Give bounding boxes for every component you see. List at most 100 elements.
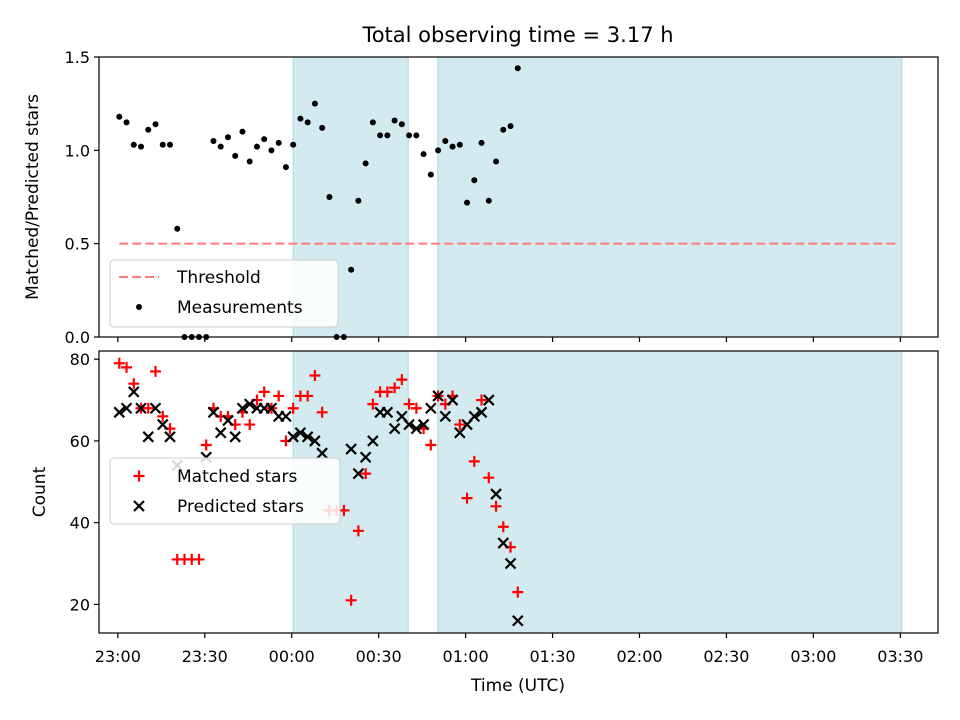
measurement-point — [152, 121, 159, 128]
measurement-point — [478, 139, 485, 146]
matched-star-point — [157, 410, 169, 422]
matched-star-point — [142, 402, 154, 414]
measurement-point — [348, 266, 355, 273]
measurement-point — [268, 147, 275, 154]
measurement-point — [391, 117, 398, 124]
predicted-star-point — [511, 614, 524, 627]
measurement-point — [174, 225, 181, 232]
predicted-star-point — [410, 422, 423, 435]
predicted-star-point — [229, 431, 241, 443]
predicted-star-point — [207, 406, 220, 419]
predicted-star-point — [294, 426, 307, 439]
matched-star-point — [512, 586, 524, 598]
predicted-star-point — [388, 422, 401, 435]
predicted-star-point — [142, 431, 155, 443]
matched-star-point — [461, 492, 473, 504]
measurement-point — [232, 152, 239, 159]
matched-star-point — [468, 455, 480, 467]
measurement-point — [485, 197, 492, 204]
legend-box — [109, 457, 341, 525]
matched-star-point — [490, 500, 502, 512]
matched-star-point — [381, 386, 393, 398]
ratio-panel: 0.0 0.5 1.0 1.5 Matched/Predicted stars Thres… — [23, 48, 939, 347]
x-tick-label: 03:00 — [790, 647, 836, 666]
measurement-point — [275, 139, 282, 146]
predicted-star-point — [156, 418, 169, 431]
predicted-star-point — [135, 402, 147, 414]
predicted-star-point — [149, 402, 162, 414]
measurement-point — [464, 199, 471, 206]
predicted-star-point — [504, 557, 517, 570]
y-tick-label: 0.0 — [65, 328, 90, 347]
legend-measurement-swatch — [136, 304, 142, 310]
legend-threshold-label: Threshold — [176, 268, 261, 288]
predicted-star-point — [352, 467, 365, 480]
matched-star-point — [193, 553, 205, 565]
y-tick-label: 60 — [70, 432, 90, 451]
predicted-star-point — [367, 435, 379, 447]
measurement-point — [239, 128, 246, 135]
y-tick-label: 80 — [70, 350, 90, 369]
matched-star-point — [410, 402, 422, 414]
matched-star-point — [273, 390, 285, 402]
predicted-star-point — [120, 402, 133, 414]
measurement-point — [159, 141, 166, 148]
predicted-star-point — [301, 431, 314, 443]
predicted-star-point — [236, 402, 249, 414]
measurement-point — [217, 143, 224, 150]
predicted-star-point — [222, 414, 234, 427]
predicted-star-point — [164, 431, 176, 443]
legend-predicted-swatch — [133, 500, 145, 512]
matched-star-point — [258, 386, 270, 398]
matched-star-point — [309, 370, 321, 382]
measurement-point — [116, 113, 123, 120]
measurement-point — [514, 65, 521, 72]
observing-interval-2 — [437, 56, 903, 338]
matched-star-point — [476, 394, 488, 406]
legend-matched-swatch — [133, 470, 145, 482]
matched-star-point — [244, 419, 256, 431]
matched-star-point — [360, 468, 372, 480]
measurement-point — [362, 160, 369, 167]
predicted-star-point — [425, 402, 437, 414]
matched-star-point — [389, 382, 401, 394]
predicted-star-point — [280, 410, 292, 423]
measurement-point — [398, 121, 405, 128]
matched-star-point — [121, 361, 133, 373]
matched-star-point — [113, 357, 125, 369]
measurement-point — [167, 141, 174, 148]
measurement-point — [369, 119, 376, 126]
chart-title: Total observing time = 3.17 h — [361, 23, 673, 47]
predicted-star-point — [417, 418, 430, 431]
measurement-point — [355, 197, 362, 204]
measurement-point — [507, 123, 514, 130]
measurement-point — [282, 164, 289, 171]
observing-interval-2 — [437, 350, 903, 634]
x-axis-label: Time (UTC) — [470, 676, 565, 696]
measurement-point — [427, 171, 434, 178]
y-tick-label: 1.5 — [65, 48, 90, 67]
matched-star-point — [128, 378, 140, 390]
measurement-point — [210, 138, 217, 144]
predicted-star-point — [287, 431, 299, 443]
matched-star-point — [454, 419, 466, 431]
x-tick-label: 23:00 — [95, 647, 141, 666]
x-tick-label: 00:00 — [269, 647, 315, 666]
predicted-star-point — [316, 447, 328, 459]
legend: Threshold Measurements — [109, 259, 339, 328]
predicted-star-point — [243, 398, 256, 410]
measurement-point — [377, 132, 384, 139]
predicted-star-point — [309, 435, 321, 447]
measurement-point — [311, 100, 318, 107]
predicted-star-point — [403, 418, 415, 431]
x-tick-label: 01:00 — [443, 647, 489, 666]
x-tick-label: 23:30 — [182, 647, 228, 666]
predicted-star-point — [214, 426, 227, 439]
legend: Matched stars Predicted stars — [109, 457, 341, 525]
plot-frame — [98, 350, 939, 634]
measurement-point — [406, 132, 413, 139]
measurement-point — [456, 141, 463, 148]
measurement-point — [471, 177, 478, 184]
predicted-star-point — [432, 390, 444, 402]
